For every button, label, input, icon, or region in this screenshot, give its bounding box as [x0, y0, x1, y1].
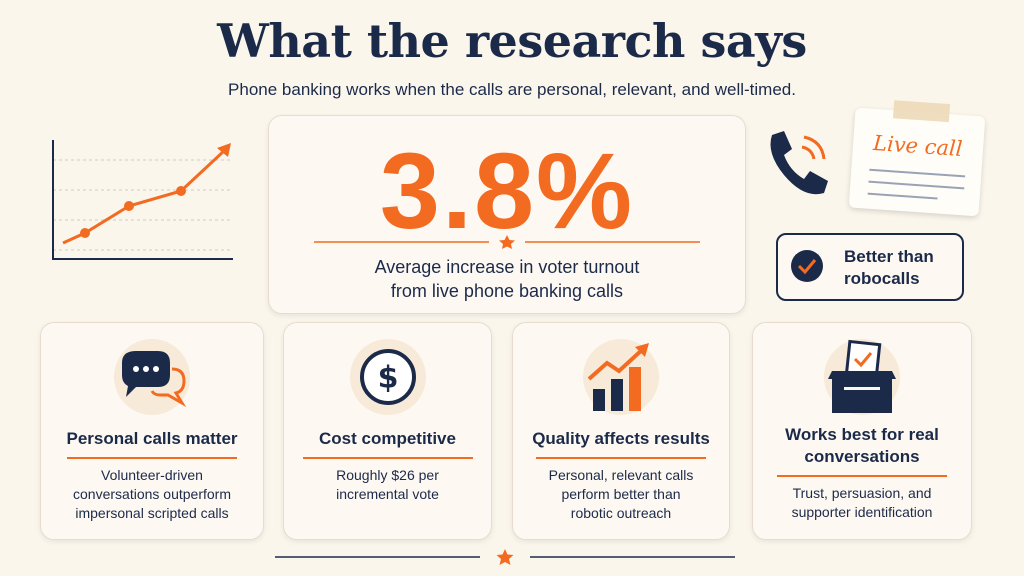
card-text: conversations outperform: [73, 486, 231, 502]
note-title: Live call: [872, 130, 964, 162]
card-icon: $: [349, 339, 426, 415]
stat-card: 3.8% Average increase in voter turnout f…: [268, 115, 746, 314]
divider: [314, 235, 700, 249]
card-text: robotic outreach: [570, 505, 672, 521]
card-text: impersonal scripted calls: [75, 505, 229, 521]
card-text: supporter identification: [791, 504, 933, 520]
tape: [892, 100, 951, 123]
card-title: Cost competitive: [319, 429, 456, 448]
card-text: Roughly $26 per: [336, 467, 439, 483]
check-icon: [791, 250, 823, 282]
badge-text: robocalls: [844, 269, 920, 288]
card-icon: [824, 339, 900, 415]
card-icon: [583, 339, 659, 415]
stat-caption: Average increase in voter turnout: [374, 257, 640, 277]
trend-illustration: [52, 140, 233, 260]
info-card: Quality affects results Personal, relevan…: [512, 322, 730, 540]
card-text: Personal, relevant calls: [548, 467, 694, 483]
card-text: perform better than: [561, 486, 681, 502]
card-text: Volunteer-driven: [101, 467, 203, 483]
card-rule: [777, 475, 947, 477]
card-text: Trust, persuasion, and: [792, 485, 932, 501]
card-text: incremental vote: [336, 486, 439, 502]
stat-caption: from live phone banking calls: [390, 281, 624, 301]
title: What the research says: [217, 14, 807, 68]
card-title: conversations: [804, 447, 920, 466]
card-title: Quality affects results: [532, 429, 710, 448]
card-icon: [114, 339, 190, 415]
info-card: $ Cost competitive Roughly $26 per incremen…: [283, 322, 492, 540]
card-rule: [536, 457, 706, 459]
svg-text:$: $: [377, 361, 398, 396]
note-card: Live call: [848, 100, 986, 217]
subtitle: Phone banking works when the calls are p…: [228, 80, 796, 99]
info-card: Works best for real conversations Trust, p…: [752, 322, 972, 540]
footer-divider: [275, 549, 735, 565]
info-card: Personal calls matter Volunteer-driven con…: [40, 322, 264, 540]
badge: Better than robocalls: [776, 233, 964, 301]
stat-value: 3.8%: [379, 130, 635, 251]
badge-text: Better than: [844, 247, 934, 266]
phone-icon: [770, 131, 828, 195]
card-rule: [67, 457, 237, 459]
card-rule: [302, 457, 473, 459]
card-title: Personal calls matter: [66, 429, 238, 448]
card-title: Works best for real: [785, 425, 939, 444]
